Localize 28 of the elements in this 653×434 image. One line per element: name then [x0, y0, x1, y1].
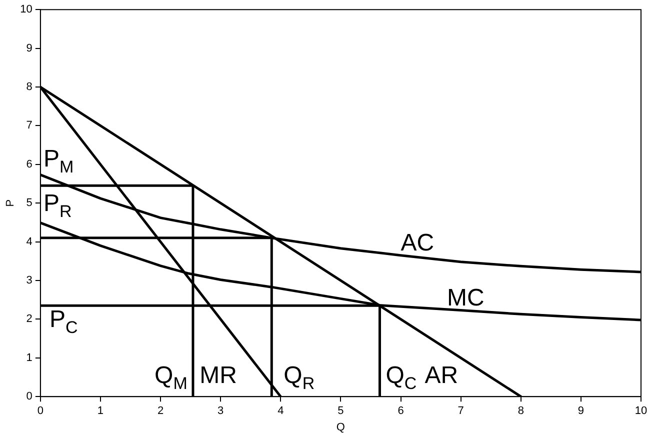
x-tick-label: 0: [37, 405, 44, 418]
y-tick-label: 5: [26, 197, 32, 210]
x-tick-label: 5: [338, 405, 344, 418]
y-axis-title: P: [4, 199, 17, 207]
x-axis-title: Q: [336, 421, 346, 434]
y-tick-label: 8: [26, 81, 32, 94]
annotation: MR: [200, 362, 237, 390]
y-tick-label: 1: [26, 352, 32, 364]
x-tick-label: 8: [518, 405, 524, 418]
x-tick-label: 9: [578, 405, 584, 418]
y-tick-label: 3: [26, 274, 32, 287]
y-tick-label: 6: [26, 158, 32, 170]
y-tick-label: 0: [26, 390, 32, 403]
x-tick-label: 2: [157, 405, 164, 418]
x-tick-label: 10: [634, 405, 648, 418]
y-tick-label: 9: [26, 42, 32, 54]
y-tick-label: 4: [26, 236, 32, 248]
x-tick-label: 6: [398, 405, 404, 418]
x-tick-label: 1: [97, 405, 104, 418]
x-tick-label: 7: [458, 405, 464, 418]
y-tick-label: 7: [26, 120, 32, 132]
annotation: AC: [400, 229, 434, 256]
y-tick-label: 10: [20, 4, 32, 16]
x-tick-label: 3: [218, 405, 224, 418]
y-tick-label: 2: [26, 313, 32, 326]
annotation: MC: [447, 284, 484, 312]
x-tick-label: 4: [278, 405, 284, 418]
annotation: AR: [424, 362, 458, 390]
